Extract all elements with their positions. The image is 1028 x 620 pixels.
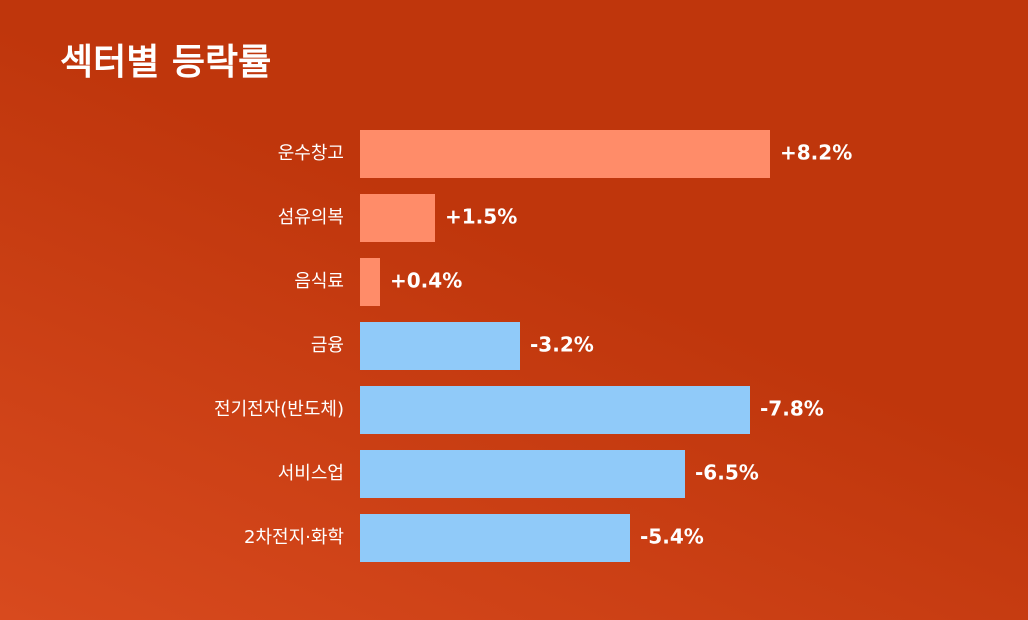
chart-title: 섹터별 등락률 xyxy=(60,42,271,83)
value-label: -6.5% xyxy=(695,461,759,485)
category-label: 섬유의복 xyxy=(278,207,344,228)
category-label: 운수창고 xyxy=(278,143,344,164)
bar xyxy=(360,322,520,370)
bar xyxy=(360,450,685,498)
category-label: 2차전지·화학 xyxy=(244,527,344,548)
bar xyxy=(360,194,435,242)
category-label: 전기전자(반도체) xyxy=(214,399,344,420)
bar xyxy=(360,514,630,562)
value-label: -5.4% xyxy=(640,525,704,549)
value-label: +0.4% xyxy=(390,269,462,293)
bar xyxy=(360,386,750,434)
value-label: +1.5% xyxy=(445,205,517,229)
bar xyxy=(360,130,770,178)
category-label: 금융 xyxy=(311,335,344,356)
bar xyxy=(360,258,380,306)
value-label: -7.8% xyxy=(760,397,824,421)
value-label: -3.2% xyxy=(530,333,594,357)
category-label: 서비스업 xyxy=(278,463,344,484)
category-label: 음식료 xyxy=(294,271,344,292)
value-label: +8.2% xyxy=(780,141,852,165)
